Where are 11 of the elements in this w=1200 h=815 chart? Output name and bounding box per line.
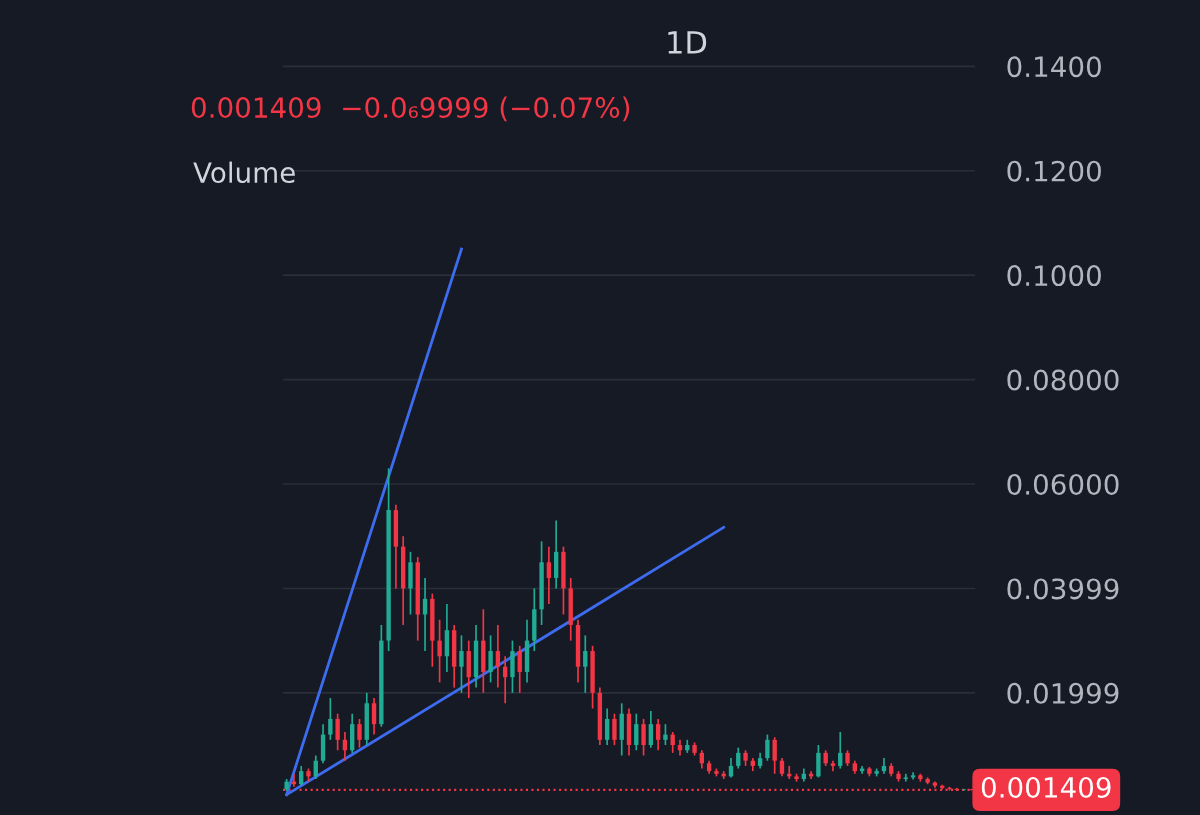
text: 1D xyxy=(668,31,707,54)
y-tick-label: 0.01999 xyxy=(1007,682,1119,704)
annotation: 0.001409 −0.0₆9999 (−0.07%) xyxy=(191,96,630,122)
annotation: Volume xyxy=(193,161,295,184)
y-tick-label: 0.1400 xyxy=(1007,56,1101,78)
y-tick-label: 0.1200 xyxy=(1007,160,1101,182)
y-tick-label: 0.08000 xyxy=(1007,369,1119,391)
y-tick-label: 0.06000 xyxy=(1007,473,1119,495)
y-tick-label: 0.03999 xyxy=(1007,578,1119,600)
y-tick-label: 0.1000 xyxy=(1007,265,1101,287)
ref-line-label: 0.001409 xyxy=(981,776,1111,798)
